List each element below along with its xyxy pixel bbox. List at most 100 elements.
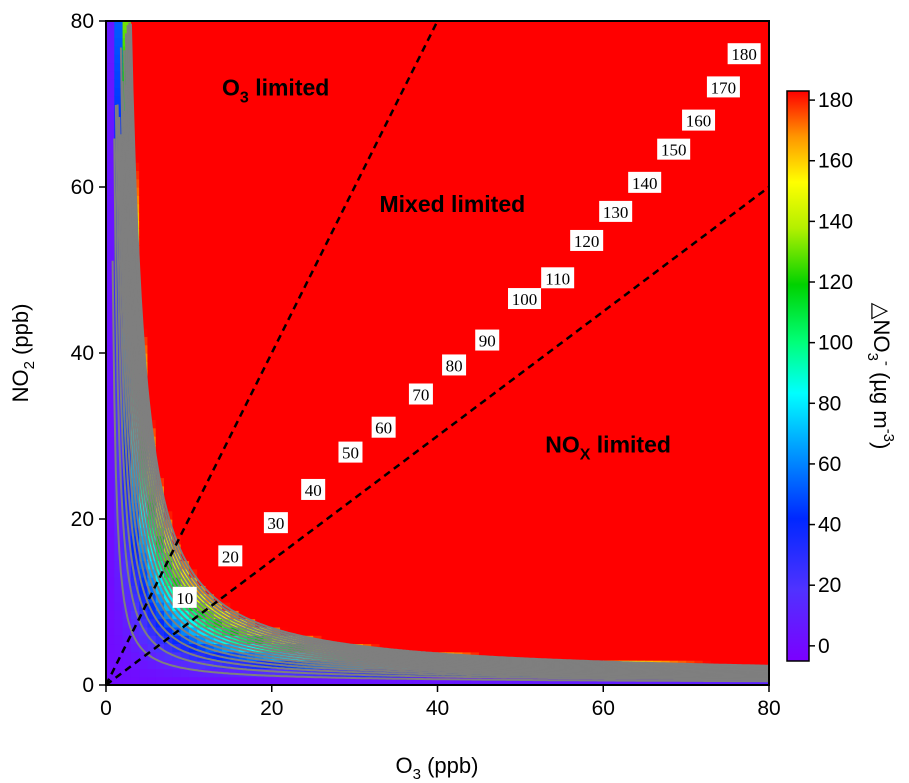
heatmap-cell — [437, 95, 447, 105]
heatmap-cell — [230, 568, 240, 578]
heatmap-cell — [454, 29, 463, 39]
heatmap-cell — [321, 635, 331, 645]
heatmap-cell — [296, 344, 306, 354]
heatmap-cell — [338, 386, 347, 396]
heatmap-cell — [155, 21, 165, 30]
heatmap-cell — [570, 602, 579, 611]
heatmap-cell — [313, 170, 323, 180]
heatmap-cell — [396, 394, 405, 404]
heatmap-cell — [545, 427, 555, 437]
heatmap-cell — [263, 560, 273, 570]
heatmap-cell — [246, 469, 256, 479]
heatmap-cell — [404, 178, 414, 188]
heatmap-cell — [188, 353, 198, 362]
heatmap-cell — [288, 419, 298, 429]
heatmap-cell — [213, 87, 223, 97]
heatmap-cell — [346, 170, 356, 180]
heatmap-cell — [238, 128, 248, 138]
heatmap-cell — [387, 311, 397, 321]
heatmap-cell — [362, 211, 372, 221]
heatmap-cell — [495, 452, 505, 462]
heatmap-cell — [263, 668, 273, 678]
heatmap-cell — [445, 436, 455, 445]
heatmap-cell — [338, 593, 347, 603]
heatmap-cell — [230, 436, 240, 445]
heatmap-cell — [454, 220, 463, 230]
heatmap-cell — [462, 676, 472, 685]
heatmap-cell — [603, 145, 613, 155]
heatmap-cell — [536, 104, 546, 113]
heatmap-cell — [462, 610, 472, 620]
heatmap-cell — [346, 45, 356, 55]
heatmap-cell — [512, 519, 521, 528]
heatmap-cell — [255, 178, 265, 188]
heatmap-cell — [180, 37, 190, 47]
heatmap-cell — [147, 70, 157, 80]
heatmap-cell — [404, 37, 414, 47]
heatmap-cell — [205, 311, 215, 321]
heatmap-cell — [445, 178, 455, 188]
heatmap-cell — [255, 568, 265, 578]
heatmap-cell — [412, 203, 422, 213]
heatmap-cell — [594, 54, 604, 64]
heatmap-cell — [346, 211, 356, 221]
heatmap-cell — [106, 402, 115, 412]
heatmap-cell — [611, 112, 621, 122]
heatmap-cell — [321, 211, 331, 221]
heatmap-cell — [404, 328, 414, 337]
heatmap-cell — [586, 104, 596, 113]
heatmap-cell — [230, 427, 240, 437]
heatmap-cell — [205, 21, 215, 30]
heatmap-cell — [611, 353, 621, 362]
heatmap-cell — [263, 178, 273, 188]
heatmap-cell — [139, 660, 149, 669]
heatmap-cell — [271, 386, 281, 396]
heatmap-cell — [445, 220, 455, 230]
heatmap-cell — [338, 477, 347, 487]
heatmap-cell — [420, 79, 430, 88]
heatmap-cell — [180, 236, 190, 246]
heatmap-cell — [570, 137, 579, 147]
heatmap-cell — [188, 328, 198, 337]
heatmap-cell — [520, 336, 530, 346]
heatmap-cell — [147, 319, 157, 329]
heatmap-cell — [180, 377, 190, 387]
heatmap-cell — [478, 585, 488, 595]
heatmap-cell — [172, 220, 182, 230]
heatmap-cell — [263, 220, 273, 230]
heatmap-cell — [362, 95, 372, 105]
heatmap-cell — [313, 436, 323, 445]
heatmap-cell — [329, 369, 339, 379]
heatmap-cell — [271, 37, 281, 47]
heatmap-cell — [454, 593, 463, 603]
heatmap-cell — [304, 411, 314, 420]
heatmap-cell — [437, 170, 447, 180]
heatmap-cell — [255, 602, 265, 611]
heatmap-cell — [503, 170, 513, 180]
heatmap-cell — [603, 560, 613, 570]
heatmap-cell — [197, 261, 207, 271]
heatmap-cell — [536, 79, 546, 88]
heatmap-cell — [570, 411, 579, 420]
heatmap-cell — [271, 635, 281, 645]
heatmap-cell — [263, 170, 273, 180]
heatmap-cell — [164, 211, 173, 221]
heatmap-cell — [205, 137, 215, 147]
heatmap-cell — [106, 452, 115, 462]
heatmap-cell — [362, 353, 372, 362]
heatmap-cell — [454, 419, 463, 429]
heatmap-cell — [180, 635, 190, 645]
heatmap-cell — [387, 585, 397, 595]
heatmap-cell — [147, 353, 157, 362]
heatmap-cell — [180, 336, 190, 346]
heatmap-cell — [420, 278, 430, 288]
heatmap-cell — [495, 187, 505, 196]
heatmap-cell — [387, 236, 397, 246]
heatmap-cell — [362, 54, 372, 64]
heatmap-cell — [164, 170, 173, 180]
heatmap-cell — [271, 220, 281, 230]
heatmap-cell — [139, 294, 149, 304]
heatmap-cell — [437, 361, 447, 371]
heatmap-cell — [246, 377, 256, 387]
heatmap-cell — [553, 228, 563, 238]
